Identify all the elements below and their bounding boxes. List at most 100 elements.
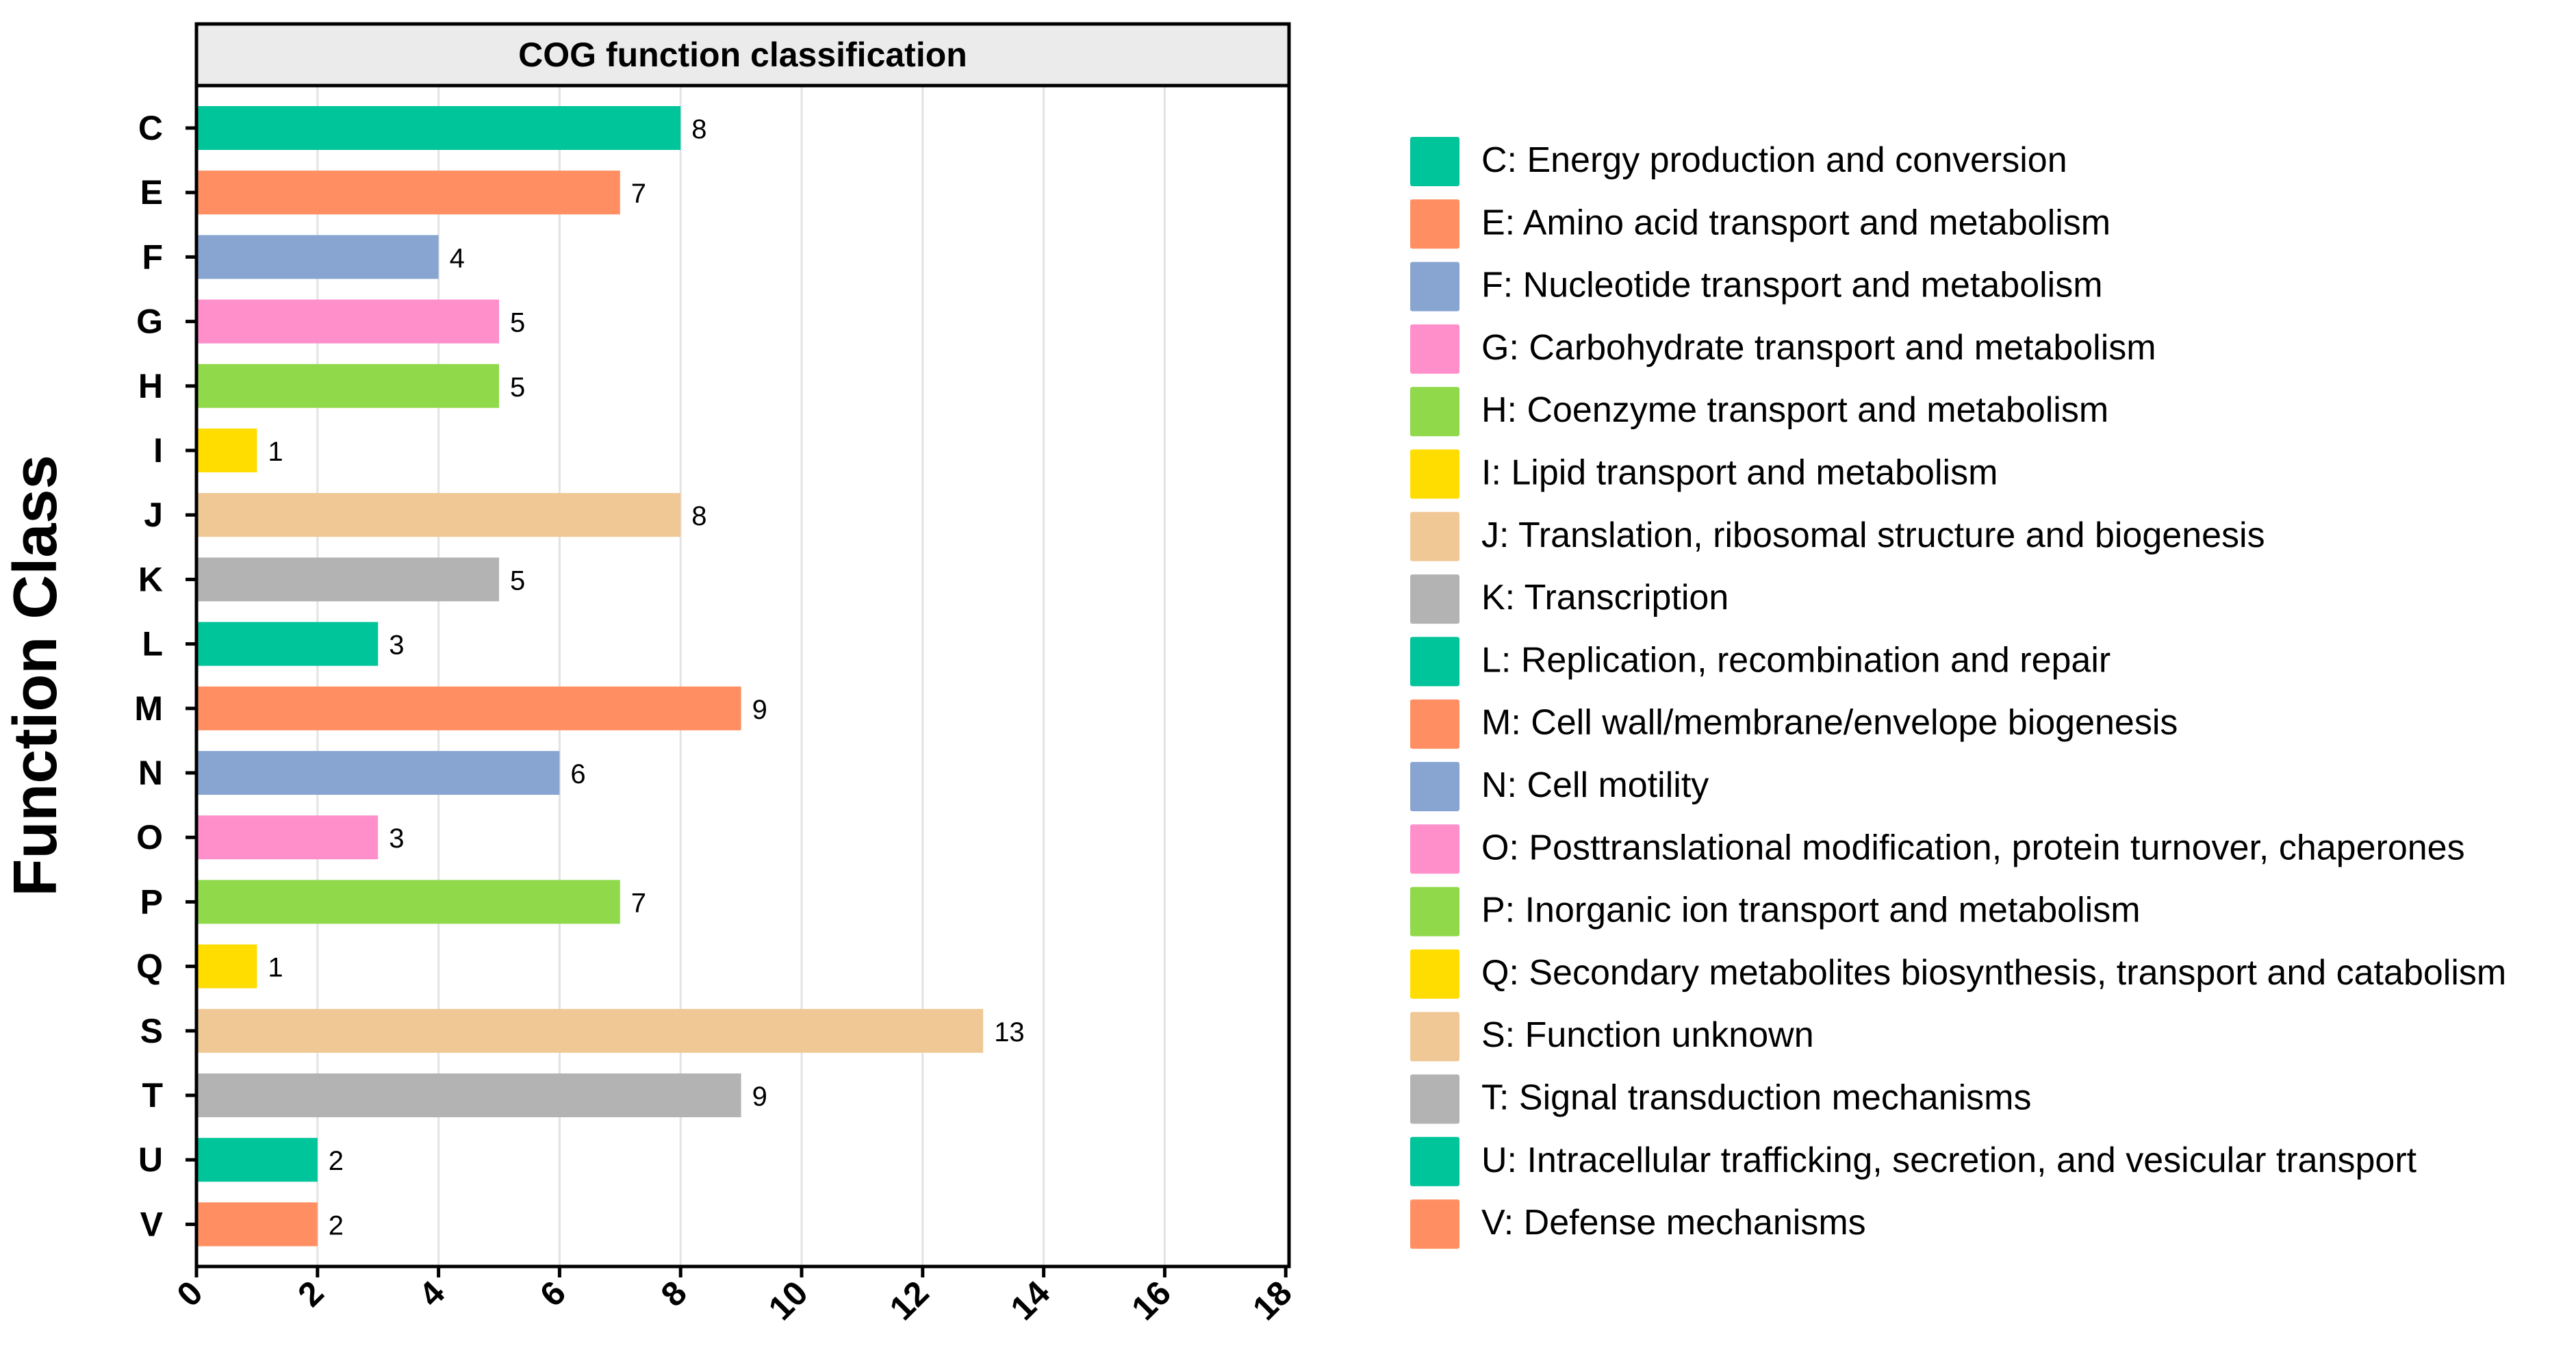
legend-label-s: S: Function unknown bbox=[1481, 1015, 1814, 1055]
category-label-q: Q bbox=[136, 947, 163, 986]
legend-swatch-s bbox=[1410, 1012, 1459, 1062]
x-tick-label: 16 bbox=[1124, 1273, 1178, 1327]
bar-m bbox=[196, 686, 741, 730]
category-label-s: S bbox=[140, 1012, 163, 1050]
title-strip bbox=[194, 22, 1291, 88]
category-label-c: C bbox=[138, 109, 163, 147]
x-tick-label: 2 bbox=[290, 1273, 331, 1314]
legend-label-v: V: Defense mechanisms bbox=[1481, 1203, 1866, 1243]
x-axis-ticks: 0 2 4 6 8 10 12 14 16 18 bbox=[170, 1266, 1299, 1327]
legend-label-n: N: Cell motility bbox=[1481, 765, 1709, 805]
value-label-o: 3 bbox=[389, 824, 404, 854]
legend-swatch-c bbox=[1410, 137, 1459, 186]
bar-l bbox=[196, 622, 379, 666]
category-label-m: M bbox=[134, 689, 163, 728]
legend-label-u: U: Intracellular trafficking, secretion,… bbox=[1481, 1141, 2417, 1180]
x-tick-label: 8 bbox=[654, 1273, 694, 1314]
legend-swatch-t bbox=[1410, 1074, 1459, 1124]
category-label-l: L bbox=[142, 625, 163, 663]
legend-swatch-v bbox=[1410, 1199, 1459, 1249]
legend-label-p: P: Inorganic ion transport and metabolis… bbox=[1481, 891, 2141, 930]
bar-v bbox=[196, 1202, 318, 1247]
legend-label-e: E: Amino acid transport and metabolism bbox=[1481, 203, 2110, 242]
x-tick-label: 4 bbox=[411, 1273, 452, 1314]
category-label-p: P bbox=[140, 882, 163, 921]
category-label-v: V bbox=[140, 1205, 164, 1243]
legend-label-h: H: Coenzyme transport and metabolism bbox=[1481, 390, 2108, 430]
legend-label-q: Q: Secondary metabolites biosynthesis, t… bbox=[1481, 953, 2506, 993]
legend-swatch-p bbox=[1410, 887, 1459, 937]
y-axis-title: Function Class bbox=[1, 455, 70, 896]
legend-label-g: G: Carbohydrate transport and metabolism bbox=[1481, 328, 2156, 368]
value-label-m: 9 bbox=[752, 695, 767, 725]
value-label-h: 5 bbox=[510, 372, 525, 403]
value-label-k: 5 bbox=[510, 565, 525, 596]
category-label-e: E bbox=[140, 173, 163, 212]
legend-swatch-q bbox=[1410, 949, 1459, 999]
legend-swatch-e bbox=[1410, 199, 1459, 249]
bar-e bbox=[196, 170, 620, 215]
value-label-i: 1 bbox=[268, 437, 283, 467]
value-label-c: 8 bbox=[691, 114, 706, 144]
legend-label-c: C: Energy production and conversion bbox=[1481, 140, 2067, 180]
legend-label-f: F: Nucleotide transport and metabolism bbox=[1481, 266, 2103, 305]
value-label-s: 13 bbox=[994, 1017, 1025, 1047]
category-label-g: G bbox=[136, 303, 163, 341]
category-label-i: I bbox=[153, 431, 163, 470]
legend-swatch-l bbox=[1410, 637, 1459, 687]
chart-title: COG function classification bbox=[518, 36, 967, 74]
value-label-n: 6 bbox=[570, 759, 585, 789]
legend-swatch-i bbox=[1410, 449, 1459, 499]
legend-swatch-g bbox=[1410, 324, 1459, 374]
bar-i bbox=[196, 429, 257, 472]
category-label-t: T bbox=[142, 1076, 163, 1115]
legend-swatch-o bbox=[1410, 824, 1459, 874]
x-tick-label: 12 bbox=[882, 1273, 936, 1327]
bar-g bbox=[196, 299, 499, 344]
bar-c bbox=[196, 106, 681, 150]
bar-u bbox=[196, 1138, 318, 1182]
legend-label-o: O: Posttranslational modification, prote… bbox=[1481, 828, 2465, 867]
bar-t bbox=[196, 1073, 741, 1117]
bar-o bbox=[196, 815, 379, 860]
x-tick-label: 0 bbox=[170, 1273, 210, 1314]
bar-n bbox=[196, 751, 560, 795]
legend-label-t: T: Signal transduction mechanisms bbox=[1481, 1078, 2032, 1118]
category-label-k: K bbox=[138, 560, 163, 598]
value-label-e: 7 bbox=[631, 179, 646, 209]
bar-f bbox=[196, 235, 439, 279]
category-label-n: N bbox=[138, 754, 163, 792]
value-label-j: 8 bbox=[691, 501, 706, 531]
legend-swatch-h bbox=[1410, 387, 1459, 437]
legend-label-j: J: Translation, ribosomal structure and … bbox=[1481, 515, 2265, 555]
value-label-g: 5 bbox=[510, 308, 525, 338]
bar-s bbox=[196, 1008, 984, 1053]
category-label-o: O bbox=[136, 818, 163, 856]
category-label-h: H bbox=[138, 367, 163, 405]
legend-label-i: I: Lipid transport and metabolism bbox=[1481, 453, 1998, 493]
value-label-t: 9 bbox=[752, 1082, 767, 1112]
legend-label-k: K: Transcription bbox=[1481, 578, 1729, 617]
x-tick-label: 18 bbox=[1245, 1273, 1299, 1327]
bar-p bbox=[196, 880, 620, 924]
legend-swatch-u bbox=[1410, 1136, 1459, 1186]
legend-swatch-n bbox=[1410, 762, 1459, 811]
value-label-u: 2 bbox=[329, 1146, 344, 1176]
grid-lines bbox=[316, 86, 1166, 1266]
legend-swatch-j bbox=[1410, 511, 1459, 561]
value-label-v: 2 bbox=[329, 1210, 344, 1240]
category-label-f: F bbox=[142, 238, 163, 276]
value-label-f: 4 bbox=[450, 243, 465, 273]
category-label-u: U bbox=[138, 1141, 163, 1179]
bar-q bbox=[196, 944, 257, 989]
bar-k bbox=[196, 557, 499, 602]
value-label-p: 7 bbox=[631, 888, 646, 918]
bar-j bbox=[196, 493, 681, 537]
x-tick-label: 10 bbox=[761, 1273, 815, 1327]
legend: C: Energy production and conversion E: Am… bbox=[1410, 137, 2506, 1249]
bars bbox=[196, 106, 984, 1247]
category-label-j: J bbox=[144, 496, 163, 534]
